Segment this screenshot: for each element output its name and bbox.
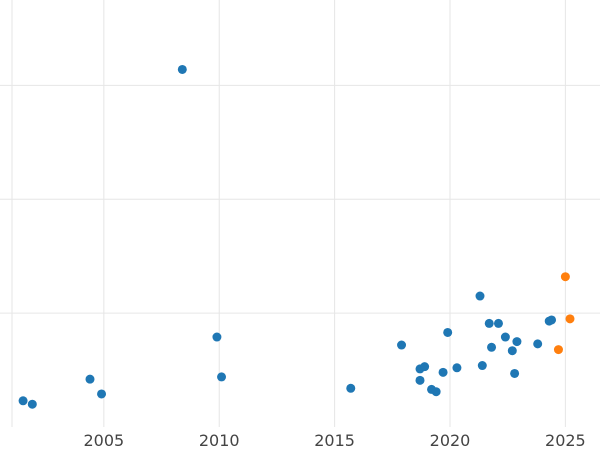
x-tick-label: 2005 xyxy=(83,431,124,450)
data-point xyxy=(18,396,28,406)
data-point xyxy=(346,383,356,393)
data-point xyxy=(438,367,448,377)
data-point xyxy=(547,315,557,325)
data-point xyxy=(500,332,510,342)
data-point xyxy=(565,314,575,324)
data-point xyxy=(553,345,563,355)
data-point xyxy=(27,399,37,409)
data-point xyxy=(415,375,425,385)
grid xyxy=(0,0,600,427)
data-point xyxy=(85,374,95,384)
x-tick-label: 2020 xyxy=(430,431,471,450)
data-point xyxy=(97,389,107,399)
data-point xyxy=(217,372,227,382)
x-tick-label: 2025 xyxy=(545,431,586,450)
data-point xyxy=(443,327,453,337)
data-point xyxy=(507,346,517,356)
data-point xyxy=(477,361,487,371)
data-point xyxy=(452,363,462,373)
data-point xyxy=(420,362,430,372)
data-point xyxy=(510,368,520,378)
data-point xyxy=(475,291,485,301)
data-point xyxy=(212,332,222,342)
data-point xyxy=(484,318,494,328)
data-points xyxy=(18,64,575,409)
x-tick-label: 2015 xyxy=(314,431,355,450)
data-point xyxy=(177,64,187,74)
data-point xyxy=(560,272,570,282)
data-point xyxy=(431,387,441,397)
x-tick-label: 2010 xyxy=(199,431,240,450)
data-point xyxy=(512,337,522,347)
data-point xyxy=(493,318,503,328)
data-point xyxy=(397,340,407,350)
data-point xyxy=(533,339,543,349)
data-point xyxy=(487,342,497,352)
x-axis-ticks: 2005 2010 2015 2020 2025 xyxy=(83,431,585,450)
